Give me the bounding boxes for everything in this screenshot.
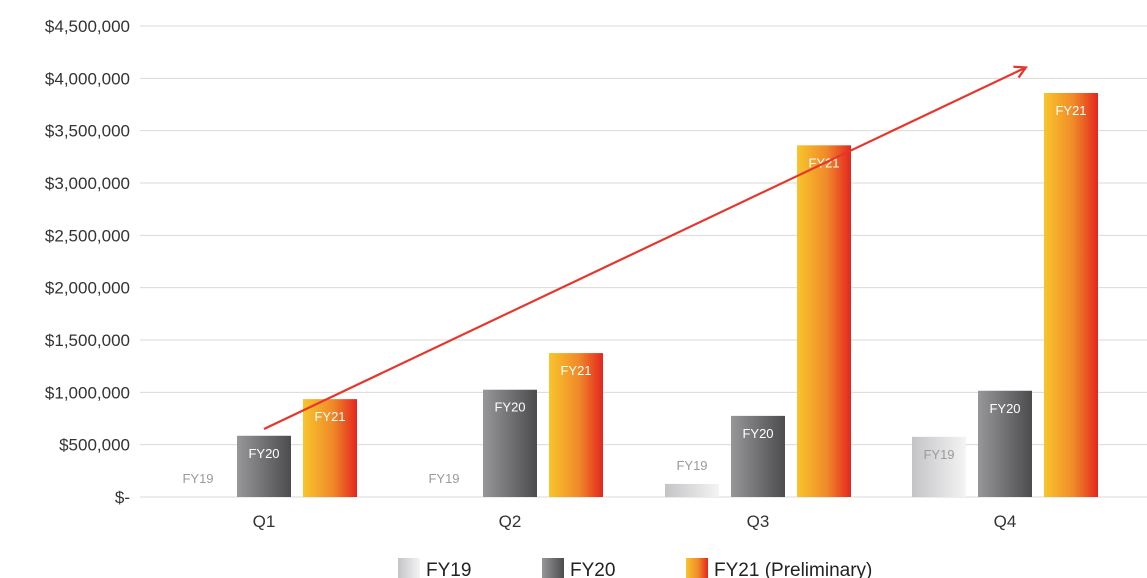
legend-swatch <box>542 558 564 578</box>
bars: FY19 FY19 FY19 FY19 FY20 FY20 FY20 FY20 FY21 FY21… <box>182 92 1098 497</box>
x-tick-label: Q3 <box>747 512 770 531</box>
bar-fy20-q1 <box>237 435 291 497</box>
y-tick-label: $1,000,000 <box>45 383 130 402</box>
bar-label: FY19 <box>428 471 459 486</box>
trend-arrow <box>263 68 1025 430</box>
bar-label: FY20 <box>248 446 279 461</box>
y-tick-label: $1,500,000 <box>45 331 130 350</box>
legend-label: FY20 <box>570 560 615 578</box>
y-tick-label: $3,000,000 <box>45 174 130 193</box>
bar-fy21-q2 <box>549 353 603 497</box>
bar-fy19-q4 <box>912 436 966 497</box>
legend-swatch <box>398 558 420 578</box>
legend-swatch <box>686 558 708 578</box>
legend-label: FY19 <box>426 560 471 578</box>
y-tick-label: $3,500,000 <box>45 122 130 141</box>
bar-fy20-q4 <box>978 390 1032 497</box>
bar-label: FY20 <box>742 426 773 441</box>
y-tick-label: $2,000,000 <box>45 279 130 298</box>
bar-label: FY20 <box>494 400 525 415</box>
bar-label: FY19 <box>182 471 213 486</box>
bar-label: FY19 <box>676 458 707 473</box>
bar-label: FY21 <box>314 409 345 424</box>
bar-label: FY20 <box>989 401 1020 416</box>
bar-fy21-q3 <box>797 145 851 497</box>
x-tick-label: Q2 <box>499 512 522 531</box>
bar-label: FY19 <box>923 447 954 462</box>
bar-fy19-q3 <box>665 483 719 497</box>
legend-label: FY21 (Preliminary) <box>714 560 872 578</box>
bar-label: FY21 <box>560 363 591 378</box>
bar-fy20-q3 <box>731 415 785 497</box>
legend: FY19 FY20 FY21 (Preliminary) <box>398 558 872 578</box>
y-tick-label: $4,000,000 <box>45 69 130 88</box>
bar-fy21-q1 <box>303 399 357 497</box>
x-axis: Q1 Q2 Q3 Q4 <box>253 512 1017 531</box>
x-tick-label: Q1 <box>253 512 276 531</box>
bar-fy20-q2 <box>483 389 537 497</box>
y-tick-label: $2,500,000 <box>45 226 130 245</box>
y-axis: $- $500,000 $1,000,000 $1,500,000 $2,000,000… <box>45 17 130 507</box>
bar-fy21-q4 <box>1044 92 1098 497</box>
bar-label: FY21 <box>1055 103 1086 118</box>
y-tick-label: $500,000 <box>59 436 130 455</box>
x-tick-label: Q4 <box>994 512 1017 531</box>
trend-arrow-line <box>263 68 1025 430</box>
y-tick-label: $4,500,000 <box>45 17 130 36</box>
y-tick-label: $- <box>115 488 130 507</box>
